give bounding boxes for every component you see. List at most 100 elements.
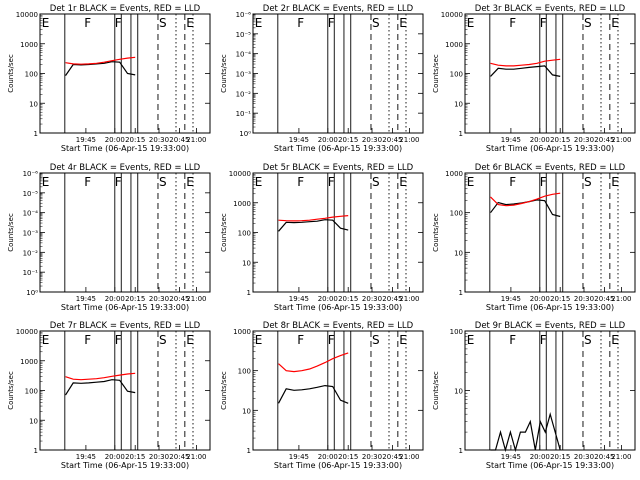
x-tick-label: 20:15	[550, 453, 570, 461]
y-tick-label: 1000	[20, 41, 38, 49]
x-tick-label: 20:15	[338, 295, 358, 303]
event-marker: F	[297, 333, 304, 347]
panel-title: Det 1r BLACK = Events, RED = LLD	[50, 4, 201, 14]
panel-det-1r: Det 1r BLACK = Events, RED = LLD 1 10 100 10…	[7, 4, 211, 153]
y-tick-label: 100	[450, 71, 463, 79]
event-marker: E	[467, 175, 475, 189]
x-tick-label: 20:30	[574, 453, 594, 461]
y-axis-label: Counts/sec	[220, 371, 228, 410]
panel-det-4r: Det 4r BLACK = Events, RED = LLD 10⁰ 10⁻¹ 1…	[7, 163, 211, 312]
panel-title: Det 5r BLACK = Events, RED = LLD	[263, 163, 414, 173]
series-line-0	[490, 65, 561, 77]
series-line-1	[278, 352, 349, 373]
y-tick-label: 100	[450, 328, 463, 336]
y-tick-label: 1000	[233, 200, 251, 208]
x-tick-label: 21:00	[611, 295, 631, 303]
event-marker: E	[611, 175, 619, 189]
event-marker: F	[297, 175, 304, 189]
x-tick-label: 20:15	[550, 136, 570, 144]
x-tick-label: 20:00	[318, 295, 338, 303]
event-marker: F	[84, 175, 91, 189]
event-marker: S	[372, 16, 380, 30]
x-tick-label: 21:00	[611, 136, 631, 144]
event-marker: F	[540, 175, 547, 189]
event-marker: F	[509, 16, 516, 30]
panel-title: Det 9r BLACK = Events, RED = LLD	[475, 321, 626, 331]
x-tick-label: 19:45	[289, 136, 309, 144]
event-marker: E	[255, 175, 263, 189]
y-tick-label: 100	[25, 71, 38, 79]
panel-det-6r: Det 6r BLACK = Events, RED = LLD 1 10 100 10…	[432, 163, 636, 312]
event-marker: S	[372, 175, 380, 189]
y-tick-label: 100	[25, 388, 38, 396]
y-tick-label: 1000	[20, 358, 38, 366]
y-tick-label: 10⁻¹	[23, 269, 39, 277]
panel-det-7r: Det 7r BLACK = Events, RED = LLD 1 10 100 10…	[7, 321, 211, 470]
x-tick-label: 20:15	[125, 136, 145, 144]
event-marker: E	[467, 16, 475, 30]
y-tick-label: 10	[454, 249, 463, 257]
y-tick-label: 1	[247, 289, 251, 297]
x-tick-label: 20:45	[594, 136, 614, 144]
x-tick-label: 21:00	[186, 453, 206, 461]
x-axis-label: Start Time (06-Apr-15 19:33:00)	[274, 461, 402, 470]
x-tick-label: 20:45	[169, 453, 189, 461]
series-line-0	[277, 384, 349, 404]
y-tick-label: 10⁰	[26, 289, 38, 297]
event-marker: S	[159, 16, 167, 30]
panel-det-2r: Det 2r BLACK = Events, RED = LLD 10⁰ 10⁻¹ 1…	[220, 4, 424, 153]
event-marker: F	[540, 333, 547, 347]
y-tick-label: 10⁻³	[23, 230, 39, 238]
series-line-1	[490, 58, 561, 67]
y-axis-label: Counts/sec	[432, 213, 440, 252]
y-tick-label: 10	[454, 100, 463, 108]
y-tick-label: 10⁻¹	[236, 110, 252, 118]
x-tick-label: 20:45	[382, 295, 402, 303]
x-tick-label: 20:15	[338, 136, 358, 144]
event-marker: F	[509, 175, 516, 189]
x-tick-label: 19:45	[289, 453, 309, 461]
event-marker: F	[115, 175, 122, 189]
event-marker: F	[84, 333, 91, 347]
y-tick-label: 10	[29, 417, 38, 425]
x-tick-label: 21:00	[399, 136, 419, 144]
panel-title: Det 7r BLACK = Events, RED = LLD	[50, 321, 201, 331]
y-tick-label: 10⁻⁴	[236, 51, 252, 59]
event-marker: S	[584, 333, 592, 347]
series-line-1	[65, 56, 136, 65]
x-tick-label: 20:00	[318, 453, 338, 461]
y-tick-label: 10⁻³	[236, 71, 252, 79]
event-marker: E	[255, 333, 263, 347]
y-tick-label: 100	[238, 368, 251, 376]
x-tick-label: 20:00	[318, 136, 338, 144]
y-tick-label: 10	[29, 100, 38, 108]
y-tick-label: 10⁻⁶	[23, 170, 39, 178]
x-tick-label: 20:30	[149, 136, 169, 144]
x-tick-label: 20:15	[125, 295, 145, 303]
y-tick-label: 1000	[445, 170, 463, 178]
y-tick-label: 10⁰	[239, 130, 251, 138]
event-marker: E	[186, 16, 194, 30]
x-tick-label: 20:45	[382, 453, 402, 461]
y-tick-label: 10000	[16, 328, 38, 336]
y-tick-label: 10⁻⁴	[23, 210, 39, 218]
y-axis-label: Counts/sec	[432, 54, 440, 93]
x-tick-label: 20:45	[382, 136, 402, 144]
y-tick-label: 100	[238, 230, 251, 238]
x-tick-label: 20:00	[530, 136, 550, 144]
event-marker: F	[297, 16, 304, 30]
y-axis-label: Counts/sec	[7, 371, 15, 410]
event-marker: E	[42, 16, 50, 30]
event-marker: S	[159, 333, 167, 347]
y-tick-label: 10	[242, 407, 251, 415]
x-tick-label: 20:30	[362, 295, 382, 303]
y-tick-label: 10000	[229, 170, 251, 178]
y-tick-label: 10⁻⁵	[236, 31, 252, 39]
x-tick-label: 19:45	[76, 136, 96, 144]
x-tick-label: 20:45	[594, 295, 614, 303]
x-axis-label: Start Time (06-Apr-15 19:33:00)	[486, 461, 614, 470]
x-tick-label: 20:15	[125, 453, 145, 461]
panel-det-8r: Det 8r BLACK = Events, RED = LLD 1 10 100 10…	[220, 321, 424, 470]
y-tick-label: 10⁻²	[236, 90, 252, 98]
